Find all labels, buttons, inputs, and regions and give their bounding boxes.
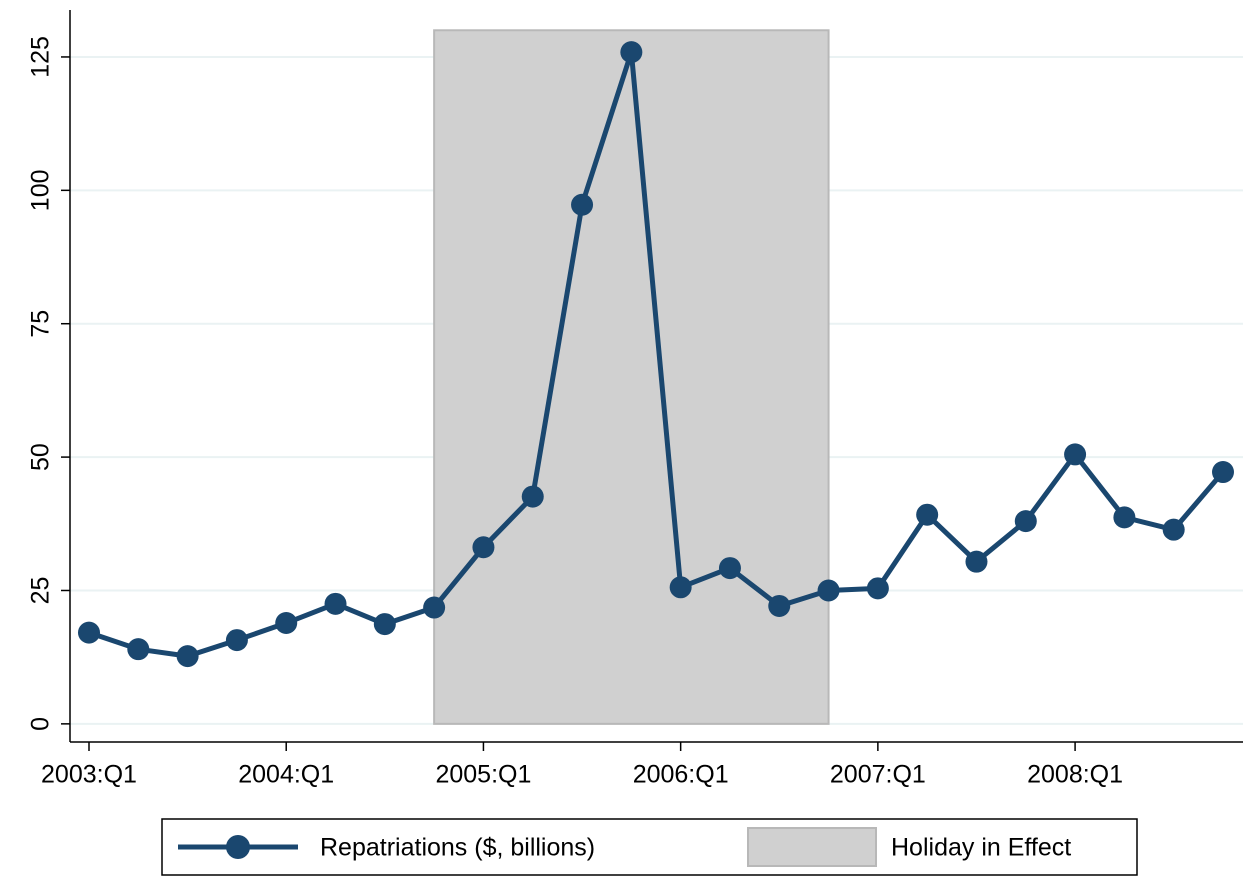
data-point <box>225 629 248 652</box>
legend-swatch <box>747 827 877 867</box>
y-tick-label: 125 <box>27 36 55 78</box>
data-point <box>669 576 692 599</box>
legend-box <box>161 818 1138 876</box>
data-point <box>718 557 741 580</box>
x-tick-label: 2008:Q1 <box>1027 761 1123 789</box>
y-tick-label: 50 <box>27 443 55 471</box>
legend-label: Holiday in Effect <box>891 834 1071 862</box>
data-point <box>472 536 495 559</box>
data-point <box>275 612 298 635</box>
data-point <box>521 485 544 508</box>
x-tick-label: 2006:Q1 <box>633 761 729 789</box>
y-tick-label: 75 <box>27 310 55 338</box>
data-point <box>423 596 446 619</box>
legend-label: Repatriations ($, billions) <box>320 834 595 862</box>
y-tick-label: 100 <box>27 169 55 211</box>
data-point <box>1212 461 1234 484</box>
data-point <box>373 613 396 636</box>
data-point <box>1113 506 1136 529</box>
data-point <box>965 550 988 573</box>
data-point <box>1162 518 1185 541</box>
legend-marker <box>226 835 250 859</box>
data-point <box>176 645 199 668</box>
x-tick-label: 2005:Q1 <box>435 761 531 789</box>
data-point <box>127 638 150 661</box>
x-tick-label: 2007:Q1 <box>830 761 926 789</box>
data-point <box>916 503 939 526</box>
data-point <box>866 577 889 600</box>
x-tick-label: 2003:Q1 <box>41 761 137 789</box>
data-point <box>571 193 594 216</box>
data-point <box>817 579 840 602</box>
y-tick-label: 25 <box>27 577 55 605</box>
data-point <box>1014 510 1037 533</box>
legend: Repatriations ($, billions) Holiday in Ef… <box>161 818 1138 876</box>
data-point <box>78 621 100 644</box>
data-point <box>768 594 791 617</box>
data-point <box>620 41 643 64</box>
y-tick-label: 0 <box>27 717 55 731</box>
x-tick-label: 2004:Q1 <box>238 761 334 789</box>
data-point <box>324 592 347 615</box>
data-point <box>1064 443 1087 466</box>
shaded-region <box>433 29 830 725</box>
